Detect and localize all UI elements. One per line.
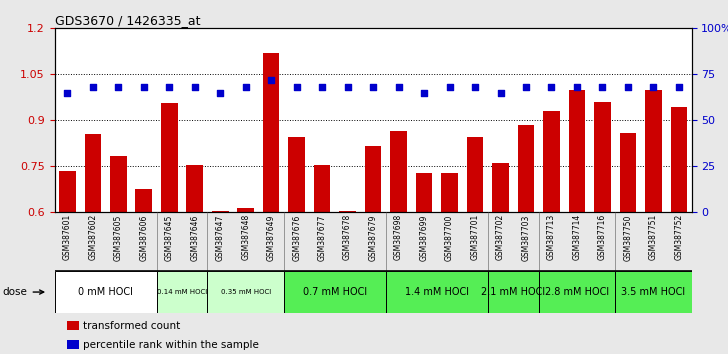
Text: GSM387699: GSM387699 (419, 214, 429, 261)
Text: 0.14 mM HOCl: 0.14 mM HOCl (157, 289, 207, 295)
Point (87, 84, 99, 90)
Point (138, 84, 150, 90)
Text: GSM387601: GSM387601 (63, 214, 72, 261)
Bar (59, 171, 76, 212)
Text: GSM387647: GSM387647 (215, 214, 225, 261)
Text: 1.4 mM HOCl: 1.4 mM HOCl (405, 287, 469, 297)
Bar (135, 189, 152, 212)
Text: GSM387677: GSM387677 (317, 214, 327, 261)
Text: 3.5 mM HOCl: 3.5 mM HOCl (621, 287, 686, 297)
Point (291, 84, 303, 90)
Point (317, 84, 328, 90)
Bar (263, 53, 280, 212)
Point (597, 84, 609, 90)
Bar (670, 107, 687, 212)
Text: GSM387750: GSM387750 (623, 214, 633, 261)
Text: GSM387649: GSM387649 (266, 214, 276, 261)
Bar (68, 321, 79, 330)
Bar (84, 134, 101, 212)
Text: GSM387751: GSM387751 (649, 214, 658, 261)
Bar (488, 271, 539, 313)
Bar (386, 271, 488, 313)
Text: GSM387703: GSM387703 (521, 214, 531, 261)
Text: GSM387602: GSM387602 (88, 214, 98, 261)
Bar (615, 271, 692, 313)
Bar (55, 271, 157, 313)
Text: GSM387606: GSM387606 (139, 214, 149, 261)
Bar (543, 111, 560, 212)
Point (393, 84, 405, 90)
Point (368, 84, 379, 90)
Point (495, 90, 507, 96)
Point (164, 84, 175, 90)
Point (266, 77, 277, 83)
Bar (161, 103, 178, 212)
Bar (467, 137, 483, 212)
Bar (390, 131, 407, 212)
Bar (284, 271, 386, 313)
Point (470, 84, 481, 90)
Bar (186, 165, 203, 212)
Point (62, 90, 73, 96)
Point (571, 84, 583, 90)
Bar (157, 271, 207, 313)
Text: GDS3670 / 1426335_at: GDS3670 / 1426335_at (55, 14, 200, 27)
Text: GSM387702: GSM387702 (496, 214, 505, 261)
Bar (212, 211, 229, 212)
Point (342, 84, 354, 90)
Bar (518, 125, 534, 212)
Bar (594, 102, 611, 212)
Bar (416, 172, 432, 212)
Bar (288, 137, 305, 212)
Point (189, 84, 201, 90)
Text: 2.1 mM HOCl: 2.1 mM HOCl (481, 287, 545, 297)
Text: 2.8 mM HOCl: 2.8 mM HOCl (545, 287, 609, 297)
Bar (492, 163, 509, 212)
Text: percentile rank within the sample: percentile rank within the sample (83, 340, 259, 350)
Point (673, 84, 685, 90)
Text: 0.7 mM HOCl: 0.7 mM HOCl (303, 287, 367, 297)
Text: 0.35 mM HOCl: 0.35 mM HOCl (221, 289, 271, 295)
Text: transformed count: transformed count (83, 321, 181, 331)
Point (546, 84, 558, 90)
Text: GSM387698: GSM387698 (394, 214, 403, 261)
Text: GSM387645: GSM387645 (165, 214, 174, 261)
Bar (645, 90, 662, 212)
Text: GSM387605: GSM387605 (114, 214, 123, 261)
Point (648, 84, 660, 90)
Bar (441, 172, 458, 212)
Text: GSM387678: GSM387678 (343, 214, 352, 261)
Bar (110, 156, 127, 212)
Bar (339, 211, 356, 212)
Point (419, 90, 430, 96)
Bar (569, 90, 585, 212)
Bar (237, 208, 254, 212)
Bar (539, 271, 615, 313)
Bar (68, 340, 79, 349)
Text: GSM387646: GSM387646 (190, 214, 199, 261)
Bar (620, 133, 636, 212)
Point (622, 84, 634, 90)
Text: GSM387679: GSM387679 (368, 214, 378, 261)
Point (444, 84, 456, 90)
Text: GSM387676: GSM387676 (292, 214, 301, 261)
Point (240, 84, 252, 90)
Text: GSM387716: GSM387716 (598, 214, 607, 261)
Text: GSM387648: GSM387648 (241, 214, 250, 261)
Text: 0 mM HOCl: 0 mM HOCl (78, 287, 133, 297)
Bar (207, 271, 284, 313)
Text: GSM387701: GSM387701 (470, 214, 480, 261)
Bar (365, 147, 381, 212)
Bar (314, 165, 331, 212)
Text: GSM387700: GSM387700 (445, 214, 454, 261)
Point (521, 84, 532, 90)
Text: GSM387752: GSM387752 (674, 214, 684, 261)
Point (215, 90, 226, 96)
Text: dose: dose (3, 287, 44, 297)
Text: GSM387713: GSM387713 (547, 214, 556, 261)
Text: GSM387714: GSM387714 (572, 214, 582, 261)
Point (113, 84, 124, 90)
